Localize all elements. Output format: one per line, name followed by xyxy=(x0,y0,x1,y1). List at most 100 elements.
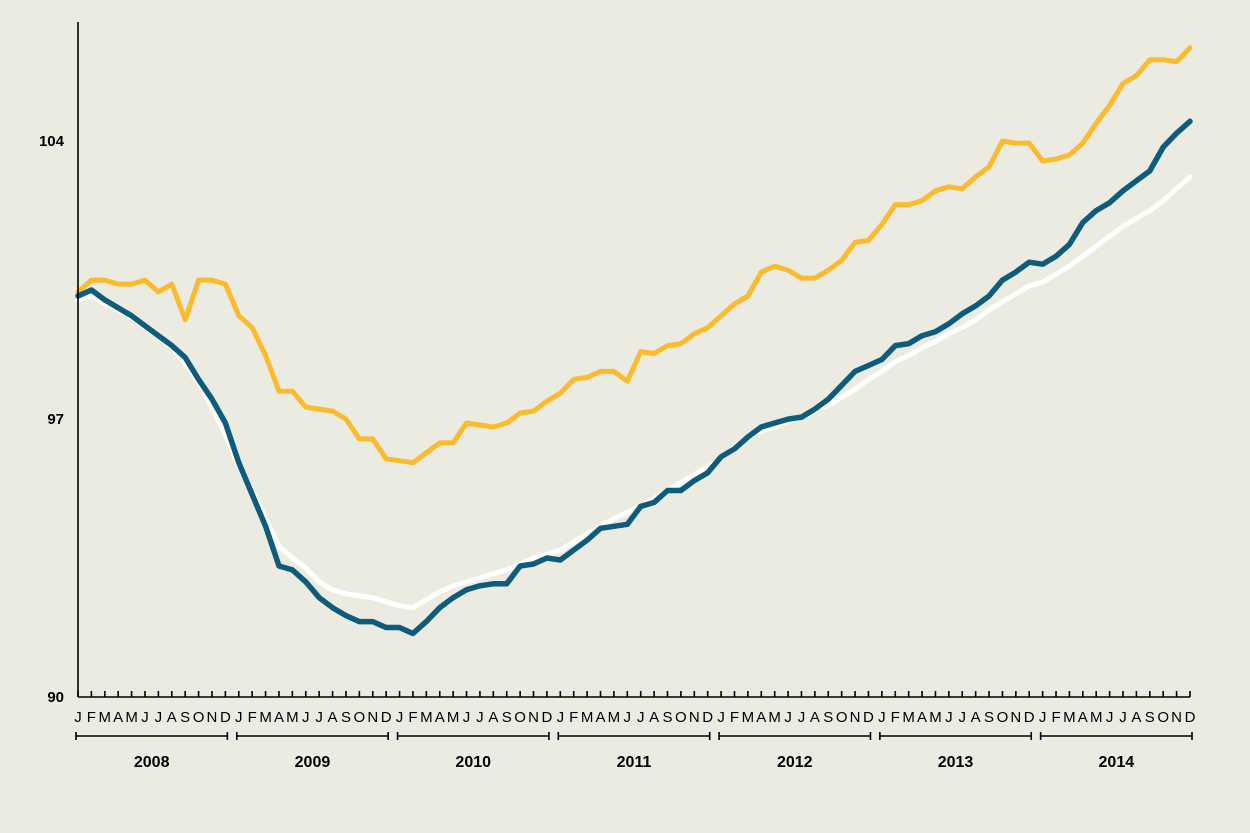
month-tick-label: N xyxy=(1010,709,1021,726)
month-tick-label: O xyxy=(193,709,205,726)
month-tick-label: A xyxy=(435,709,445,726)
month-tick-label: A xyxy=(167,709,177,726)
month-tick-label: J xyxy=(463,709,471,726)
month-tick-label: J xyxy=(798,709,806,726)
month-tick-label: A xyxy=(274,709,284,726)
month-tick-label: A xyxy=(649,709,659,726)
month-tick-label: M xyxy=(125,709,138,726)
month-tick-label: A xyxy=(328,709,338,726)
month-tick-label: J xyxy=(74,709,82,726)
month-tick-label: N xyxy=(207,709,218,726)
month-tick-label: S xyxy=(984,709,994,726)
month-tick-label: M xyxy=(742,709,755,726)
year-label: 2008 xyxy=(134,754,170,771)
month-tick-label: M xyxy=(768,709,781,726)
series-line-1 xyxy=(75,45,1193,466)
month-tick-label: S xyxy=(341,709,351,726)
month-tick-label: M xyxy=(929,709,942,726)
month-tick-label: F xyxy=(569,709,578,726)
month-tick-label: D xyxy=(1185,709,1196,726)
month-tick-label: N xyxy=(689,709,700,726)
month-tick-label: M xyxy=(581,709,594,726)
month-tick-label: J xyxy=(637,709,645,726)
month-tick-label: J xyxy=(784,709,792,726)
month-tick-label: S xyxy=(502,709,512,726)
month-tick-label: O xyxy=(514,709,526,726)
year-bracket xyxy=(75,732,229,740)
month-tick-label: A xyxy=(595,709,605,726)
month-tick-label: J xyxy=(1039,709,1047,726)
month-tick-label: J xyxy=(717,709,725,726)
month-tick-label: F xyxy=(408,709,417,726)
month-tick-label: D xyxy=(381,709,392,726)
month-tick-label: A xyxy=(1131,709,1141,726)
year-bracket xyxy=(235,732,389,740)
month-tick-label: O xyxy=(1157,709,1169,726)
month-tick-label: J xyxy=(141,709,149,726)
month-tick-label: J xyxy=(1119,709,1127,726)
month-tick-label: O xyxy=(836,709,848,726)
month-tick-label: A xyxy=(971,709,981,726)
month-tick-label: N xyxy=(528,709,539,726)
month-tick-label: J xyxy=(878,709,886,726)
month-tick-label: J xyxy=(396,709,404,726)
month-tick-label: M xyxy=(902,709,915,726)
month-tick-label: J xyxy=(315,709,323,726)
month-tick-label: J xyxy=(958,709,966,726)
month-tick-label: O xyxy=(354,709,366,726)
month-tick-label: A xyxy=(488,709,498,726)
month-tick-label: M xyxy=(447,709,460,726)
year-bracket xyxy=(557,732,711,740)
month-tick-label: D xyxy=(541,709,552,726)
month-tick-label: M xyxy=(608,709,621,726)
month-tick-label: F xyxy=(1051,709,1060,726)
month-tick-label: D xyxy=(702,709,713,726)
year-label: 2011 xyxy=(617,754,652,771)
y-tick-label: 97 xyxy=(47,411,64,428)
y-tick-label: 104 xyxy=(39,133,65,150)
month-tick-label: J xyxy=(476,709,484,726)
month-tick-label: F xyxy=(87,709,96,726)
year-label: 2010 xyxy=(455,754,491,771)
month-tick-label: J xyxy=(235,709,243,726)
year-label: 2013 xyxy=(938,754,974,771)
year-label: 2009 xyxy=(295,754,331,771)
month-tick-label: S xyxy=(823,709,833,726)
month-tick-label: O xyxy=(675,709,687,726)
month-tick-label: D xyxy=(1024,709,1035,726)
year-bracket xyxy=(1039,732,1193,740)
year-bracket xyxy=(718,732,872,740)
month-tick-label: M xyxy=(1090,709,1103,726)
month-tick-label: S xyxy=(180,709,190,726)
series-line-3 xyxy=(75,118,1193,637)
month-tick-label: A xyxy=(1078,709,1088,726)
year-bracket xyxy=(396,732,550,740)
month-tick-label: N xyxy=(1171,709,1182,726)
month-tick-label: J xyxy=(302,709,310,726)
month-tick-label: A xyxy=(810,709,820,726)
month-tick-label: M xyxy=(259,709,272,726)
series-line-2 xyxy=(75,174,1193,611)
month-tick-label: A xyxy=(113,709,123,726)
year-label: 2012 xyxy=(777,754,813,771)
series-layer xyxy=(75,45,1193,637)
month-tick-label: O xyxy=(997,709,1009,726)
y-tick-label: 90 xyxy=(47,689,64,706)
month-tick-label: F xyxy=(891,709,900,726)
month-tick-label: A xyxy=(917,709,927,726)
month-tick-label: F xyxy=(730,709,739,726)
month-tick-label: J xyxy=(945,709,953,726)
month-tick-label: N xyxy=(367,709,378,726)
month-tick-label: M xyxy=(99,709,112,726)
month-tick-label: M xyxy=(286,709,299,726)
month-tick-label: D xyxy=(863,709,874,726)
month-tick-label: J xyxy=(1106,709,1114,726)
month-tick-label: N xyxy=(850,709,861,726)
month-tick-label: A xyxy=(756,709,766,726)
year-bracket xyxy=(879,732,1033,740)
month-tick-label: F xyxy=(248,709,257,726)
year-label: 2014 xyxy=(1099,754,1135,771)
month-tick-label: S xyxy=(662,709,672,726)
